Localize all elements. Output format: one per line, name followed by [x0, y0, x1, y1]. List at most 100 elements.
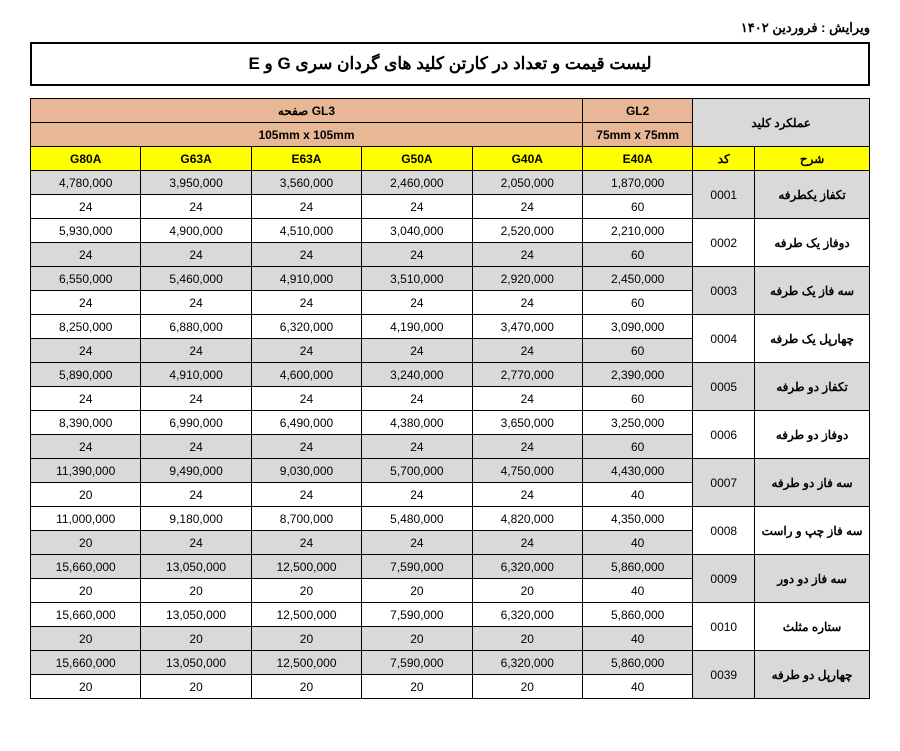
price-cell: 5,860,000 [582, 651, 692, 675]
code-cell: 0001 [693, 171, 755, 219]
price-cell: 3,950,000 [141, 171, 251, 195]
price-cell: 7,590,000 [362, 555, 472, 579]
revision-label: ویرایش : فروردین ۱۴۰۲ [30, 20, 870, 36]
desc-cell: چهارپل یک طرفه [755, 315, 870, 363]
qty-cell: 24 [472, 339, 582, 363]
price-cell: 5,890,000 [31, 363, 141, 387]
price-cell: 7,590,000 [362, 651, 472, 675]
qty-cell: 24 [251, 435, 361, 459]
price-cell: 4,910,000 [141, 363, 251, 387]
qty-cell: 24 [141, 531, 251, 555]
func-label: عملکرد کلید [693, 99, 870, 147]
code-header: کد [693, 147, 755, 171]
qty-cell: 20 [472, 675, 582, 699]
qty-cell: 24 [472, 435, 582, 459]
qty-cell: 24 [472, 387, 582, 411]
price-cell: 4,780,000 [31, 171, 141, 195]
code-cell: 0003 [693, 267, 755, 315]
qty-cell: 24 [251, 483, 361, 507]
code-cell: 0002 [693, 219, 755, 267]
qty-cell: 20 [472, 579, 582, 603]
qty-cell: 24 [251, 339, 361, 363]
table-row: 5,930,0004,900,0004,510,0003,040,0002,52… [31, 219, 870, 243]
qty-cell: 20 [472, 627, 582, 651]
code-cell: 0008 [693, 507, 755, 555]
code-cell: 0005 [693, 363, 755, 411]
desc-cell: سه فاز دو دور [755, 555, 870, 603]
price-cell: 8,700,000 [251, 507, 361, 531]
table-row: 6,550,0005,460,0004,910,0003,510,0002,92… [31, 267, 870, 291]
price-cell: 5,860,000 [582, 603, 692, 627]
group2-label: GL2 [582, 99, 692, 123]
desc-cell: دوفاز دو طرفه [755, 411, 870, 459]
qty-cell: 24 [251, 243, 361, 267]
qty-cell: 24 [251, 291, 361, 315]
price-cell: 4,750,000 [472, 459, 582, 483]
qty-cell: 24 [362, 387, 472, 411]
price-cell: 2,520,000 [472, 219, 582, 243]
qty-cell: 24 [251, 195, 361, 219]
qty-cell: 20 [31, 675, 141, 699]
qty-cell: 20 [141, 627, 251, 651]
price-cell: 5,480,000 [362, 507, 472, 531]
qty-cell: 24 [31, 435, 141, 459]
price-cell: 2,050,000 [472, 171, 582, 195]
qty-cell: 24 [31, 243, 141, 267]
qty-cell: 24 [251, 387, 361, 411]
price-cell: 4,430,000 [582, 459, 692, 483]
table-row: 4,780,0003,950,0003,560,0002,460,0002,05… [31, 171, 870, 195]
model-header: G63A [141, 147, 251, 171]
qty-cell: 20 [31, 483, 141, 507]
price-cell: 6,990,000 [141, 411, 251, 435]
qty-cell: 60 [582, 243, 692, 267]
qty-cell: 60 [582, 435, 692, 459]
table-row: 15,660,00013,050,00012,500,0007,590,0006… [31, 555, 870, 579]
price-cell: 4,510,000 [251, 219, 361, 243]
desc-cell: سه فاز یک طرفه [755, 267, 870, 315]
qty-cell: 20 [251, 675, 361, 699]
table-row: 15,660,00013,050,00012,500,0007,590,0006… [31, 651, 870, 675]
price-cell: 3,040,000 [362, 219, 472, 243]
price-cell: 4,380,000 [362, 411, 472, 435]
price-cell: 4,190,000 [362, 315, 472, 339]
price-cell: 6,490,000 [251, 411, 361, 435]
qty-cell: 24 [141, 243, 251, 267]
qty-cell: 24 [31, 387, 141, 411]
price-cell: 6,880,000 [141, 315, 251, 339]
code-cell: 0009 [693, 555, 755, 603]
qty-cell: 24 [472, 483, 582, 507]
qty-cell: 24 [472, 243, 582, 267]
price-cell: 9,180,000 [141, 507, 251, 531]
price-cell: 7,590,000 [362, 603, 472, 627]
qty-cell: 20 [141, 579, 251, 603]
table-body: 4,780,0003,950,0003,560,0002,460,0002,05… [31, 171, 870, 699]
price-cell: 9,030,000 [251, 459, 361, 483]
qty-cell: 24 [362, 339, 472, 363]
qty-cell: 24 [472, 531, 582, 555]
qty-cell: 60 [582, 291, 692, 315]
price-cell: 13,050,000 [141, 603, 251, 627]
qty-cell: 20 [362, 579, 472, 603]
price-cell: 12,500,000 [251, 555, 361, 579]
price-cell: 5,460,000 [141, 267, 251, 291]
desc-cell: سه فاز دو طرفه [755, 459, 870, 507]
qty-cell: 20 [31, 627, 141, 651]
code-cell: 0006 [693, 411, 755, 459]
table-row: 15,660,00013,050,00012,500,0007,590,0006… [31, 603, 870, 627]
price-cell: 3,470,000 [472, 315, 582, 339]
qty-cell: 40 [582, 483, 692, 507]
table-row: 11,390,0009,490,0009,030,0005,700,0004,7… [31, 459, 870, 483]
code-cell: 0039 [693, 651, 755, 699]
price-cell: 11,000,000 [31, 507, 141, 531]
price-cell: 5,930,000 [31, 219, 141, 243]
price-cell: 15,660,000 [31, 555, 141, 579]
price-cell: 3,650,000 [472, 411, 582, 435]
price-cell: 4,900,000 [141, 219, 251, 243]
qty-cell: 20 [251, 627, 361, 651]
price-cell: 1,870,000 [582, 171, 692, 195]
qty-cell: 60 [582, 387, 692, 411]
desc-cell: دوفاز یک طرفه [755, 219, 870, 267]
price-cell: 2,770,000 [472, 363, 582, 387]
qty-cell: 24 [141, 195, 251, 219]
qty-cell: 24 [31, 339, 141, 363]
